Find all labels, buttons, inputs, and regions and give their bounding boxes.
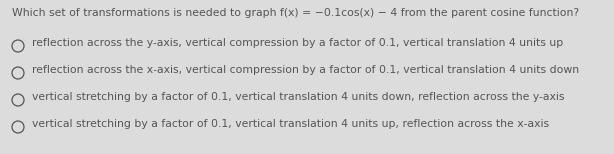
Text: reflection across the x-axis, vertical compression by a factor of 0.1, vertical : reflection across the x-axis, vertical c… (32, 65, 579, 75)
Text: Which set of transformations is needed to graph f(x) = −0.1cos(x) − 4 from the p: Which set of transformations is needed t… (12, 8, 579, 18)
Text: vertical stretching by a factor of 0.1, vertical translation 4 units up, reflect: vertical stretching by a factor of 0.1, … (32, 119, 549, 129)
Text: reflection across the y-axis, vertical compression by a factor of 0.1, vertical : reflection across the y-axis, vertical c… (32, 38, 563, 48)
Text: vertical stretching by a factor of 0.1, vertical translation 4 units down, refle: vertical stretching by a factor of 0.1, … (32, 92, 564, 102)
